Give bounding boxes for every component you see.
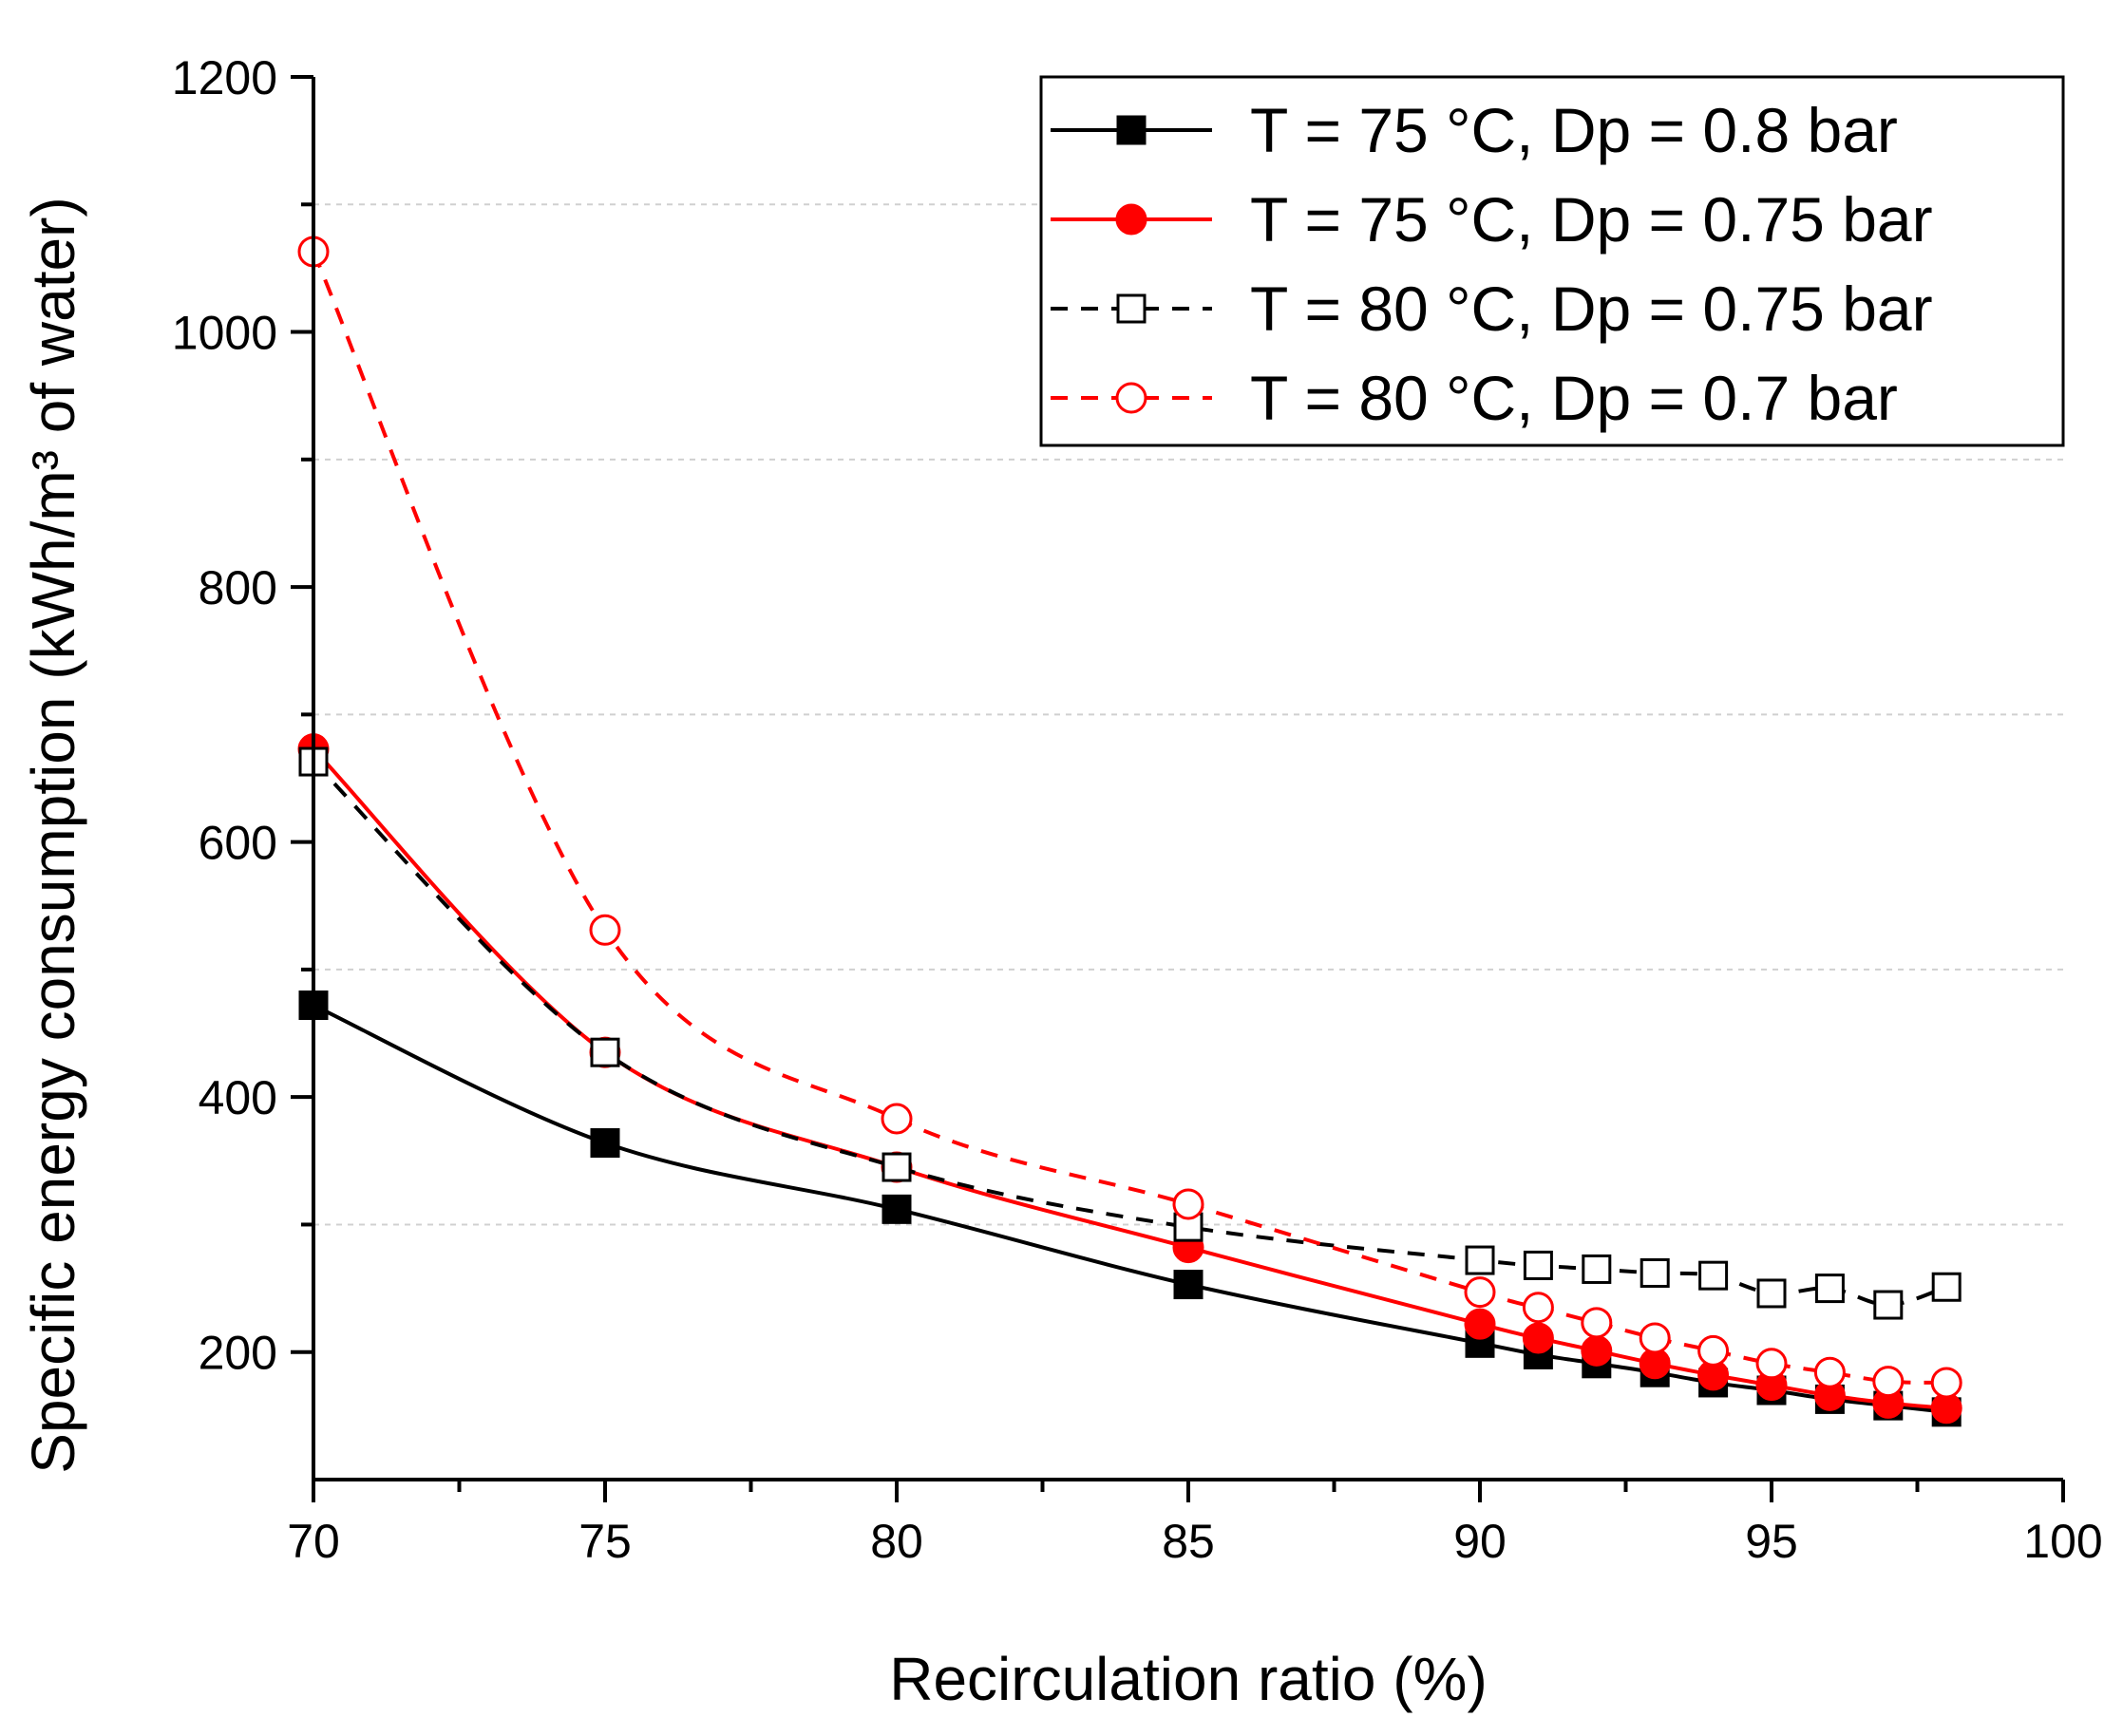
data-point (881, 1103, 913, 1135)
legend-marker (1115, 382, 1147, 414)
data-point (1522, 1322, 1554, 1354)
x-tick-label: 90 (1453, 1515, 1507, 1568)
data-point (1872, 1366, 1905, 1398)
y-axis-title: Specific energy consumption (kWh/m³ of w… (19, 197, 87, 1473)
series-line (312, 760, 1947, 1308)
series-2 (297, 733, 1962, 1425)
data-point (590, 1128, 620, 1159)
y-tick-label: 800 (199, 561, 277, 614)
legend-item: T = 75 °C, Dp = 0.75 bar (1051, 184, 1933, 255)
data-point (1639, 1322, 1671, 1354)
data-point (1698, 1260, 1729, 1291)
data-point (1814, 1274, 1845, 1304)
legend-item: T = 80 °C, Dp = 0.7 bar (1051, 363, 1898, 433)
data-point (1755, 1348, 1788, 1380)
data-point (1756, 1278, 1787, 1309)
data-point (589, 914, 621, 946)
data-point (1930, 1367, 1962, 1399)
data-point (1697, 1334, 1730, 1367)
y-tick-label: 1200 (172, 51, 277, 104)
x-tick-label: 85 (1162, 1515, 1215, 1568)
data-point (1640, 1257, 1670, 1288)
data-point (881, 1152, 912, 1182)
legend-marker (1116, 293, 1147, 324)
data-point (1581, 1307, 1613, 1339)
data-point (1464, 1276, 1496, 1309)
data-point (590, 1037, 620, 1067)
data-point (1873, 1290, 1904, 1320)
legend-label: T = 75 °C, Dp = 0.75 bar (1250, 184, 1933, 255)
series-4 (297, 236, 1962, 1399)
data-point (1172, 1188, 1204, 1220)
data-point (1813, 1356, 1846, 1388)
legend-marker (1115, 203, 1147, 236)
x-tick-label: 70 (287, 1515, 340, 1568)
legend: T = 75 °C, Dp = 0.8 bar T = 75 °C, Dp = 0… (1039, 75, 2065, 447)
legend-label: T = 75 °C, Dp = 0.8 bar (1250, 95, 1898, 165)
data-point (1464, 1308, 1496, 1340)
ticks: 70 75 80 85 90 95 100 200 400 600 800 1000 1200 (172, 51, 2103, 1568)
y-tick-label: 400 (199, 1071, 277, 1124)
data-point (1173, 1270, 1204, 1300)
y-tick-label: 600 (199, 817, 277, 870)
x-tick-label: 100 (2023, 1515, 2102, 1568)
x-tick-label: 95 (1745, 1515, 1798, 1568)
data-point (881, 1194, 912, 1224)
data-point (1522, 1292, 1554, 1324)
y-tick-label: 200 (199, 1327, 277, 1380)
data-point (1465, 1245, 1495, 1275)
y-tick-label: 1000 (172, 307, 277, 360)
legend-label: T = 80 °C, Dp = 0.75 bar (1250, 274, 1933, 344)
data-point (1523, 1250, 1553, 1280)
series-3 (298, 746, 1962, 1320)
legend-box (1039, 75, 2065, 447)
x-tick-label: 80 (870, 1515, 923, 1568)
data-point (1581, 1334, 1613, 1367)
legend-marker (1116, 115, 1147, 145)
series-layer (297, 236, 1962, 1427)
data-point (1582, 1254, 1612, 1284)
x-axis-title: Recirculation ratio (%) (889, 1645, 1488, 1713)
legend-item: T = 80 °C, Dp = 0.75 bar (1051, 274, 1933, 344)
legend-item: T = 75 °C, Dp = 0.8 bar (1051, 95, 1898, 165)
x-tick-label: 75 (578, 1515, 632, 1568)
legend-label: T = 80 °C, Dp = 0.7 bar (1250, 363, 1898, 433)
data-point (1931, 1272, 1962, 1302)
